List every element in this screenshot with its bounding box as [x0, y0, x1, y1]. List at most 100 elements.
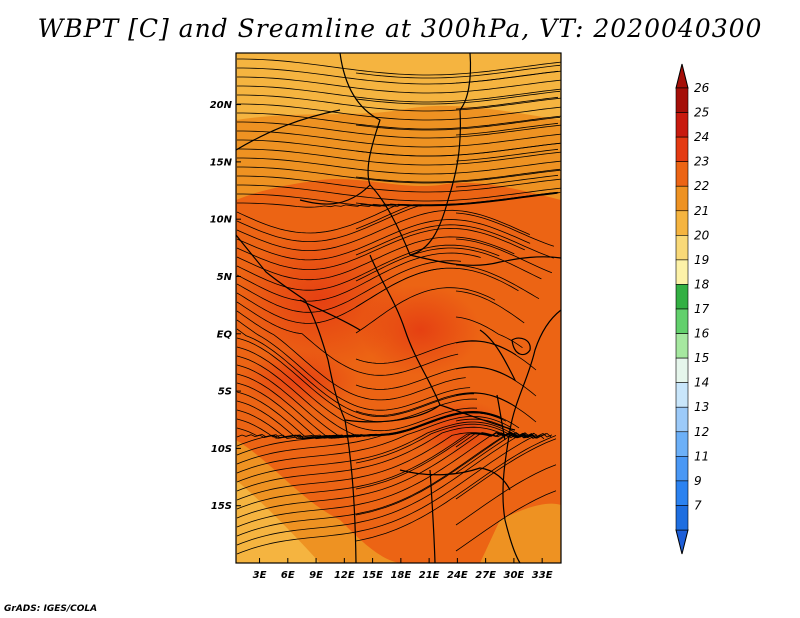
streamline	[236, 434, 538, 555]
streamline	[237, 166, 562, 184]
streamline	[455, 490, 557, 552]
colorbar-high-triangle	[675, 63, 689, 89]
colorbar-segment	[675, 456, 689, 482]
streamline	[355, 392, 517, 416]
colorbar-segment	[675, 259, 689, 285]
streamline	[236, 433, 536, 546]
country-borders	[235, 52, 562, 564]
coastline-west	[235, 234, 357, 564]
colorbar-segment	[675, 136, 689, 162]
latitude-axis: 20N 15N 10N 5N EQ 5S 10S 15S	[210, 100, 241, 512]
longitude-axis: 3E 6E 9E 12E 15E 18E 21E 24E 27E 30E 33E	[253, 558, 553, 581]
streamline	[237, 85, 562, 103]
streamline	[237, 112, 562, 130]
colorbar-label: 22	[694, 179, 709, 193]
streamline	[236, 432, 527, 510]
colorbar-label: 7	[694, 498, 702, 512]
lon-label: 33E	[532, 570, 553, 581]
streamline	[237, 157, 562, 175]
border-line-12	[479, 329, 516, 381]
colorbar-label: 21	[694, 204, 709, 218]
colorbar-label: 19	[694, 253, 709, 267]
coastline-east	[502, 309, 562, 564]
colorbar-segment	[675, 308, 689, 334]
colorbar-segment	[675, 431, 689, 457]
plot-frame	[235, 52, 562, 564]
streamline	[355, 247, 542, 282]
streamline	[355, 423, 534, 464]
lon-label: 18E	[390, 570, 411, 581]
streamline	[455, 316, 523, 349]
colorbar-label: 26	[694, 81, 710, 95]
colorbar-label: 11	[694, 449, 709, 463]
streamline	[455, 264, 540, 300]
streamline	[355, 431, 545, 490]
streamline	[236, 244, 500, 291]
colorbar-label: 12	[694, 425, 709, 439]
streamline	[455, 96, 559, 110]
streamline	[236, 301, 459, 376]
streamline	[236, 421, 516, 483]
colorbar-segment	[675, 357, 689, 383]
streamline	[236, 310, 466, 401]
lon-label: 15E	[362, 570, 383, 581]
lon-label: 21E	[419, 570, 440, 581]
streamline	[236, 260, 461, 313]
lat-label: 5N	[217, 272, 233, 283]
streamline	[237, 121, 562, 139]
streamline	[355, 64, 561, 79]
streamline	[455, 238, 553, 274]
streamline	[236, 432, 533, 528]
streamline	[355, 224, 554, 259]
colorbar-segment	[675, 161, 689, 187]
streamline	[237, 58, 562, 76]
streamline	[355, 435, 557, 542]
streamline	[237, 76, 562, 94]
streamline	[455, 148, 559, 162]
streamline	[355, 267, 519, 308]
colorbar: 26 25 24 23 22 21 20 19 18 17 16 15 14 13 12 11 9 7	[675, 63, 710, 555]
streamline	[236, 432, 530, 519]
streamline	[237, 94, 562, 112]
colorbar-label: 24	[694, 130, 709, 144]
colorbar-segment	[675, 185, 689, 212]
border-line-6	[439, 404, 516, 431]
streamline-field	[236, 58, 562, 555]
streamline	[236, 328, 474, 417]
border-line-2	[409, 109, 461, 256]
field-region-northtop	[236, 53, 561, 120]
streamline	[455, 438, 557, 500]
chart-title: WBPT [C] and Sreamline at 300hPa, VT: 20…	[37, 14, 763, 43]
lon-label: 12E	[334, 570, 355, 581]
border-line-3	[299, 184, 371, 205]
lon-label: 30E	[504, 570, 525, 581]
streamline	[355, 192, 559, 207]
lon-label: 6E	[281, 570, 295, 581]
colorbar-label: 14	[694, 376, 709, 390]
colorbar-segment	[675, 480, 689, 506]
field-hot-southwest	[240, 350, 360, 410]
streamline	[355, 90, 561, 105]
border-line-11	[235, 109, 341, 151]
colorbar-segment	[675, 505, 689, 531]
border-line-1	[339, 52, 411, 256]
streamline	[236, 236, 515, 281]
streamline	[237, 148, 562, 166]
border-line-13	[299, 299, 361, 331]
streamline	[237, 103, 562, 121]
streamline	[236, 252, 481, 302]
streamline	[236, 227, 525, 270]
colorbar-label: 17	[694, 302, 710, 316]
streamline	[236, 346, 478, 432]
streamline	[355, 116, 561, 131]
colorbar-segment	[675, 406, 689, 433]
field-hot-south	[410, 400, 510, 460]
streamline	[236, 412, 507, 465]
lon-label: 24E	[447, 570, 468, 581]
streamline	[355, 411, 520, 438]
streamline	[455, 174, 559, 188]
grads-credit: GrADS: IGES/COLA	[4, 604, 98, 614]
colorbar-label: 23	[694, 155, 709, 169]
streamline	[236, 416, 512, 474]
